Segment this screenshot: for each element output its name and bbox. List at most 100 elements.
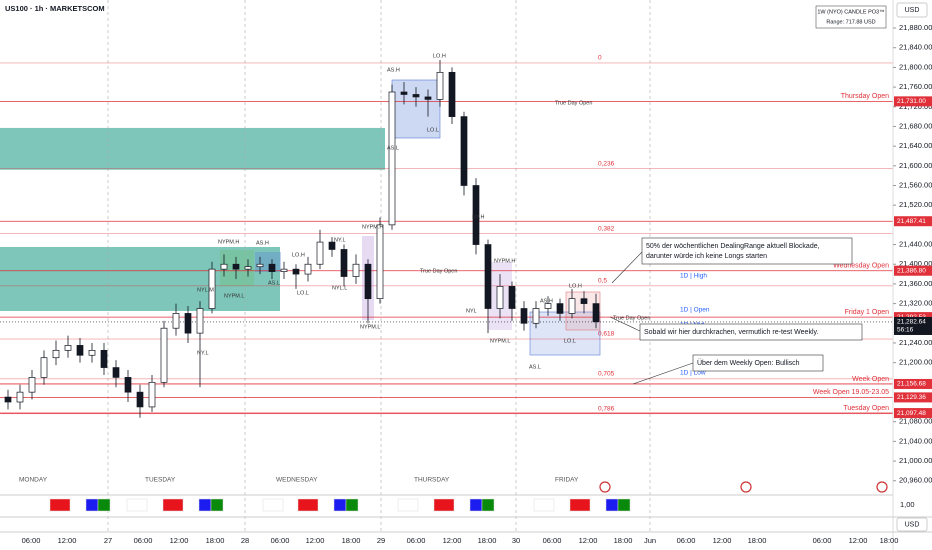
price-label: 21,731.00 bbox=[897, 98, 926, 105]
candle-body bbox=[16, 391, 24, 403]
candle-body bbox=[292, 268, 300, 275]
price-label: 21,156.68 bbox=[897, 381, 926, 388]
y-tick-label: 20,960.00 bbox=[899, 476, 932, 485]
fib-label: 0,618 bbox=[598, 331, 615, 338]
currency-button[interactable] bbox=[896, 517, 928, 532]
candle-body bbox=[340, 249, 348, 277]
indicator-title: 1W (NYO) CANDLE PO3™ bbox=[817, 9, 884, 15]
pane-square bbox=[162, 498, 184, 512]
session-label: 1D | Low bbox=[680, 370, 706, 377]
pane-square bbox=[345, 498, 359, 512]
session-labels: LO.H AS.H AS.L LO.L True Day Open NYPM.H… bbox=[197, 53, 710, 376]
event-icon bbox=[876, 481, 888, 493]
session-label: 1D | High bbox=[680, 273, 707, 280]
candle-body bbox=[172, 313, 180, 329]
fib-label: 0,5 bbox=[598, 278, 607, 285]
pane-square bbox=[333, 498, 347, 512]
pane-square bbox=[49, 498, 71, 512]
fib-label: 0,236 bbox=[598, 160, 615, 167]
candle-body bbox=[148, 381, 156, 408]
y-tick-label: 21,200.00 bbox=[899, 358, 932, 367]
time-label: Jun bbox=[644, 536, 656, 545]
last-price: 21,282.64 bbox=[897, 319, 926, 326]
day-label: TUESDAY bbox=[145, 477, 176, 484]
time-label: 12:00 bbox=[579, 536, 598, 545]
y-tick-label: 21,000.00 bbox=[899, 456, 932, 465]
session-label: LO.L bbox=[427, 127, 439, 133]
currency[interactable]: USD bbox=[905, 7, 920, 14]
fib-label: 0 bbox=[598, 55, 602, 62]
day-label: WEDNESDAY bbox=[276, 477, 318, 484]
event-icon bbox=[740, 481, 752, 493]
candle-body bbox=[448, 71, 456, 117]
annotation-pointer bbox=[609, 316, 641, 332]
candle-body bbox=[412, 94, 420, 98]
price-label-bg bbox=[894, 392, 932, 403]
candle-body bbox=[424, 96, 432, 100]
price-label: 21,097.48 bbox=[897, 410, 926, 417]
day-label: MONDAY bbox=[19, 477, 48, 484]
y-tick-label: 21,080.00 bbox=[899, 417, 932, 426]
annotation-box bbox=[639, 323, 863, 341]
annotation-box bbox=[641, 237, 853, 265]
y-tick-label: 21,520.00 bbox=[899, 200, 932, 209]
price-label-bg bbox=[894, 378, 932, 389]
symbol-title: US100 · 1h · MARKETSCOM bbox=[5, 4, 105, 13]
candle-body bbox=[520, 308, 528, 324]
candle-body bbox=[88, 349, 96, 356]
pane-square bbox=[617, 498, 631, 512]
annotation-box bbox=[692, 354, 824, 372]
candle-body bbox=[256, 263, 264, 268]
session-label: AS.H bbox=[540, 298, 553, 304]
y-tick-label: 21,360.00 bbox=[899, 279, 932, 288]
time-label: 18:00 bbox=[748, 536, 767, 545]
candle-body bbox=[304, 263, 312, 275]
y-tick-label: 21,800.00 bbox=[899, 62, 932, 71]
candle-body bbox=[40, 357, 48, 378]
currency[interactable]: USD bbox=[905, 521, 920, 528]
time-label: 06:00 bbox=[407, 536, 426, 545]
candle-body bbox=[352, 263, 360, 277]
time-axis: MONDAY TUESDAY WEDNESDAY THURSDAY FRIDAY 06:0… bbox=[19, 477, 898, 545]
annotation-text: Über dem Weekly Open: Bullisch bbox=[697, 359, 800, 367]
price-label-bg bbox=[894, 96, 932, 107]
pane-square bbox=[533, 498, 555, 512]
price-label-bg bbox=[894, 408, 932, 419]
session-label: NYL bbox=[466, 308, 477, 314]
time-label: 06:00 bbox=[22, 536, 41, 545]
candle-body bbox=[508, 286, 516, 309]
annotation-text: Sobald wir hier durchkrachen, vermutlich… bbox=[644, 329, 818, 336]
y-tick-label: 21,320.00 bbox=[899, 299, 932, 308]
y-tick-label: 21,880.00 bbox=[899, 23, 932, 32]
session-label: NY.L bbox=[197, 350, 209, 356]
price-label: 21,129.36 bbox=[897, 394, 926, 401]
session-box bbox=[255, 252, 281, 272]
time-label: 30 bbox=[512, 536, 520, 545]
fib-label: 0,382 bbox=[598, 225, 615, 232]
pane-square bbox=[126, 498, 148, 512]
session-label: NYL.L bbox=[332, 285, 347, 291]
level-label: Week Open bbox=[852, 376, 889, 383]
level-label: Week Open 19.05-23.05 bbox=[813, 389, 889, 396]
zone bbox=[0, 247, 280, 311]
price-label-bg bbox=[894, 265, 932, 276]
currency-button[interactable] bbox=[896, 2, 928, 18]
event-icon bbox=[599, 481, 611, 493]
level-label: Friday 1 Open bbox=[845, 309, 889, 316]
annotation-pointer bbox=[611, 251, 643, 284]
session-label: True Day Open bbox=[420, 268, 457, 274]
time-label: 12:00 bbox=[306, 536, 325, 545]
time-label: 18:00 bbox=[880, 536, 899, 545]
indicator-pane bbox=[49, 481, 888, 512]
candle-body bbox=[484, 244, 492, 309]
last-price-bg bbox=[894, 316, 932, 335]
session-label: True Day Open bbox=[555, 100, 592, 106]
candle-body bbox=[280, 268, 288, 272]
session-label: NY.H bbox=[472, 214, 484, 220]
candle-body bbox=[244, 266, 252, 270]
session-label: NYPM.L bbox=[490, 338, 510, 344]
y-tick-label: 21,040.00 bbox=[899, 436, 932, 445]
pane-square bbox=[569, 498, 591, 512]
session-label: AS.L bbox=[387, 145, 399, 151]
